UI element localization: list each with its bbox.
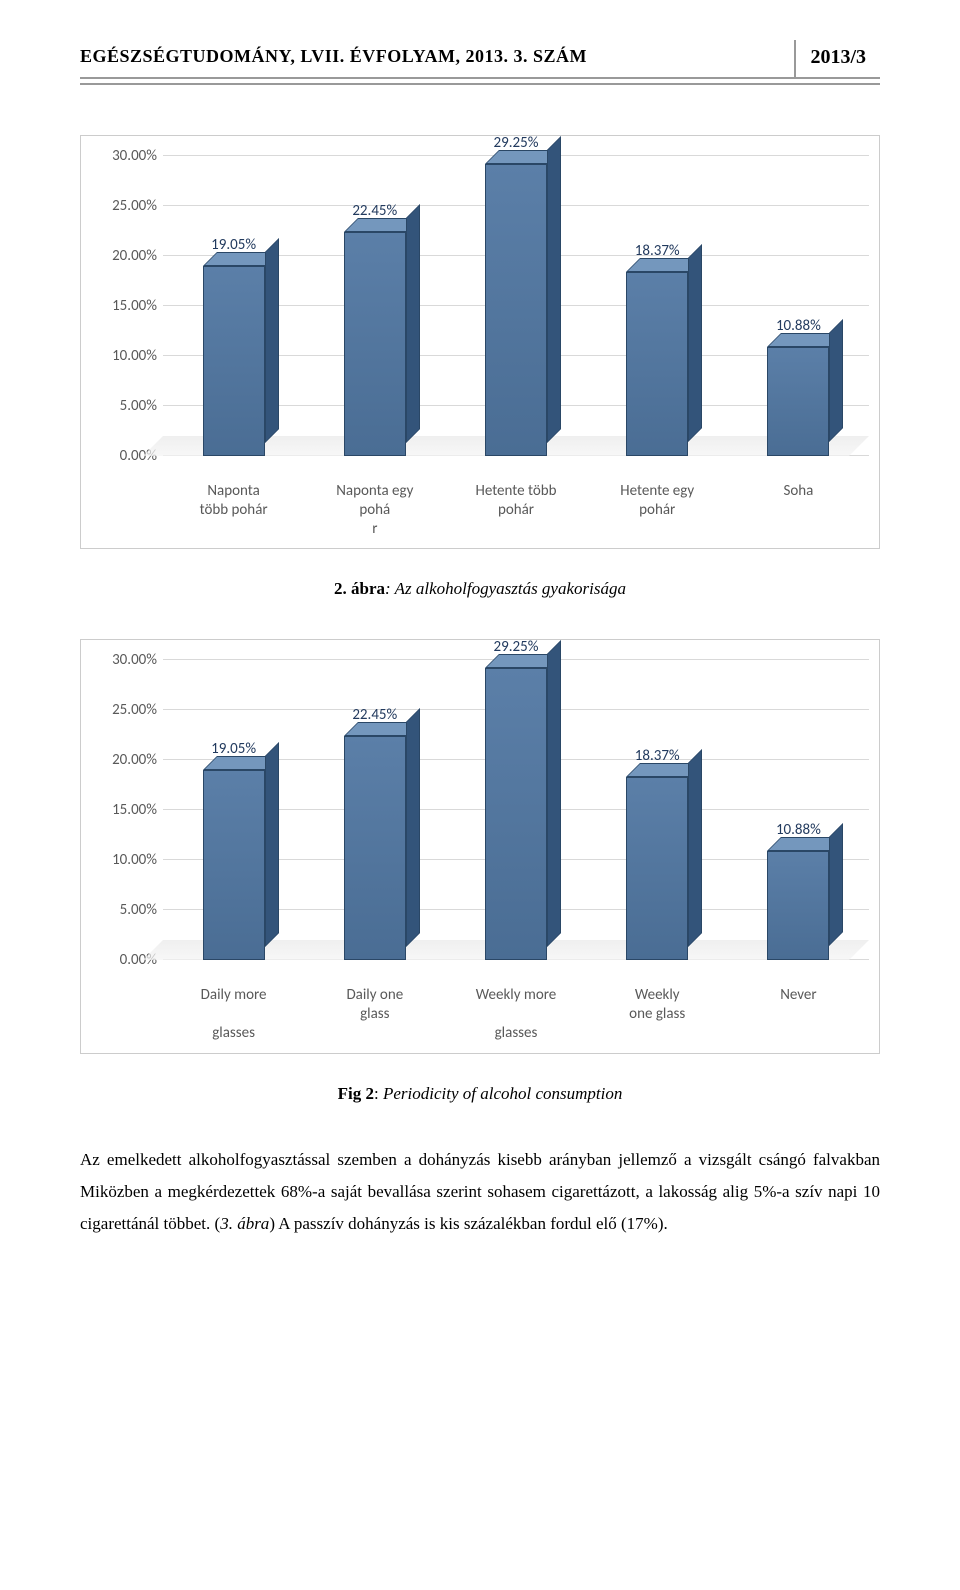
x-label: Weeklyone glass [587,986,728,1042]
y-tick: 20.00% [112,247,157,265]
bar [485,164,547,457]
y-tick: 15.00% [112,801,157,819]
issue-tag: 2013/3 [794,40,880,77]
bar [767,347,829,456]
bar-side-face [829,319,843,442]
y-tick: 10.00% [112,851,157,869]
caption-1-bold: 2. ábra [334,579,385,598]
bar-side-face [688,244,702,442]
y-tick: 25.00% [112,197,157,215]
bar-slot: 22.45% [304,660,445,960]
bar-front-face [203,770,265,961]
page-header: EGÉSZSÉGTUDOMÁNY, LVII. ÉVFOLYAM, 2013. … [80,40,880,85]
x-label: Napontatöbb pohár [163,482,304,538]
bar-side-face [547,640,561,947]
bar [626,272,688,456]
bar-front-face [767,851,829,960]
x-label: Hetente többpohár [445,482,586,538]
bar-side-face [547,136,561,443]
x-label: Never [728,986,869,1042]
header-divider [80,83,880,85]
y-tick: 20.00% [112,751,157,769]
bar-slot: 29.25% [445,156,586,456]
x-label: Naponta egypohár [304,482,445,538]
bar-side-face [265,742,279,947]
y-tick: 15.00% [112,297,157,315]
bar-value-label: 29.25% [494,638,539,656]
bar-front-face [485,164,547,457]
journal-title: EGÉSZSÉGTUDOMÁNY, LVII. ÉVFOLYAM, 2013. … [80,40,794,77]
bar-value-label: 22.45% [352,202,397,220]
bar-front-face [626,777,688,961]
bar [767,851,829,960]
bar [344,736,406,961]
bar [485,668,547,961]
bar-slot: 18.37% [587,156,728,456]
bar-side-face [829,823,843,946]
y-tick: 5.00% [120,901,157,919]
bar-slot: 29.25% [445,660,586,960]
bar-value-label: 19.05% [211,740,256,758]
chart-2: 0.00%5.00%10.00%15.00%20.00%25.00%30.00%… [80,639,880,1053]
x-label: Weekly more glasses [445,986,586,1042]
bar [203,266,265,457]
x-label: Daily more glasses [163,986,304,1042]
caption-2: Fig 2: Periodicity of alcohol consumptio… [80,1084,880,1104]
caption-1: 2. ábra: Az alkoholfogyasztás gyakoriság… [80,579,880,599]
bar-slot: 10.88% [728,156,869,456]
bar-front-face [767,347,829,456]
y-tick: 30.00% [112,147,157,165]
chart-1: 0.00%5.00%10.00%15.00%20.00%25.00%30.00%… [80,135,880,549]
bar-value-label: 18.37% [635,747,680,765]
y-tick: 25.00% [112,701,157,719]
bar-side-face [265,238,279,443]
y-tick: 5.00% [120,397,157,415]
bar-value-label: 29.25% [494,134,539,152]
bar-value-label: 10.88% [776,821,821,839]
y-tick: 10.00% [112,347,157,365]
bar-slot: 19.05% [163,156,304,456]
bar-slot: 18.37% [587,660,728,960]
bar-front-face [203,266,265,457]
bar-side-face [688,749,702,947]
x-label: Daily oneglass [304,986,445,1042]
bar-front-face [344,736,406,961]
bar [344,232,406,457]
bar-slot: 22.45% [304,156,445,456]
bar-front-face [485,668,547,961]
caption-2-rest: : Periodicity of alcohol consumption [374,1084,622,1103]
x-label: Hetente egypohár [587,482,728,538]
bar-slot: 19.05% [163,660,304,960]
bar-front-face [626,272,688,456]
bar-side-face [406,204,420,443]
body-paragraph: Az emelkedett alkoholfogyasztással szemb… [80,1144,880,1241]
bar-value-label: 10.88% [776,317,821,335]
x-label: Soha [728,482,869,538]
bar-side-face [406,708,420,947]
bar [626,777,688,961]
caption-1-rest: : Az alkoholfogyasztás gyakorisága [385,579,626,598]
caption-2-bold: Fig 2 [338,1084,374,1103]
bar-slot: 10.88% [728,660,869,960]
bar-front-face [344,232,406,457]
bar-value-label: 18.37% [635,242,680,260]
bar-value-label: 19.05% [211,236,256,254]
bar [203,770,265,961]
bar-value-label: 22.45% [352,706,397,724]
y-tick: 30.00% [112,651,157,669]
